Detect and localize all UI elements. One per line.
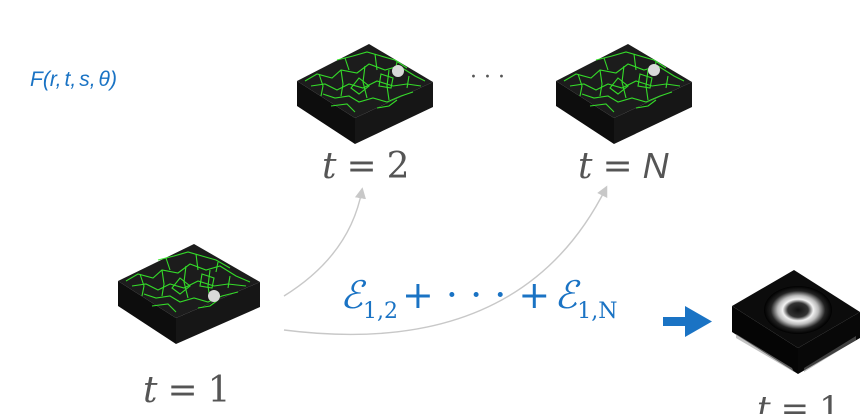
formula-label: F(r, t, s, θ) <box>30 68 117 91</box>
label-tN: t = N <box>578 145 670 187</box>
volume-cube-tN <box>556 44 692 144</box>
label-t1: t = 1 <box>143 370 231 411</box>
energy-sum: ℰ1,2 + · · · + ℰ1,N <box>340 273 618 324</box>
result-volume-cube <box>732 270 860 374</box>
right-arrow-icon <box>663 306 712 337</box>
volume-cube-t2 <box>297 44 433 144</box>
label-t2: t = 2 <box>322 146 410 187</box>
label-result-t1: t = 1 <box>757 389 841 414</box>
ellipsis: · · · <box>470 65 505 90</box>
volume-cube-t1 <box>118 244 260 344</box>
